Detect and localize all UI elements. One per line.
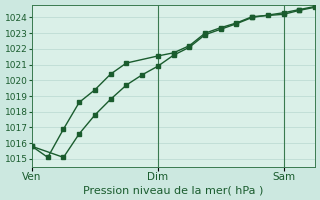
X-axis label: Pression niveau de la mer( hPa ): Pression niveau de la mer( hPa ) (84, 185, 264, 195)
